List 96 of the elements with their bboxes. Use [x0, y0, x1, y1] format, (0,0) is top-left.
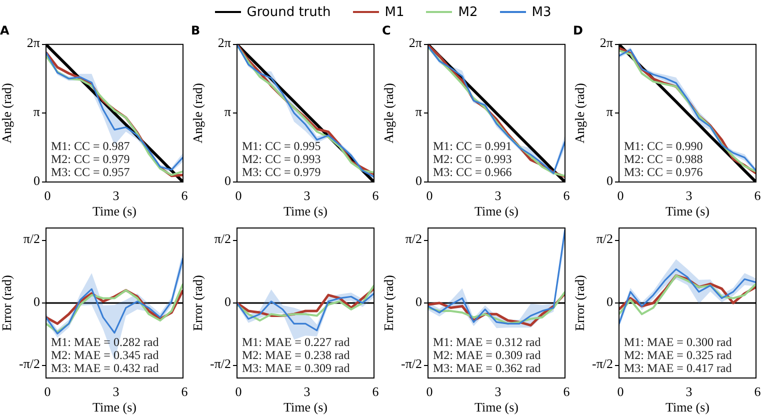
- legend-label: M3: [532, 4, 552, 20]
- x-tick-label: 6: [754, 188, 761, 203]
- y-tick-label: π: [606, 104, 613, 119]
- x-axis-title: Time (s): [666, 204, 710, 219]
- x-axis-title: Time (s): [474, 204, 518, 219]
- annotation: M1: CC = 0.987: [51, 139, 130, 154]
- y-tick-label: 2π: [26, 34, 40, 50]
- annotation: M1: CC = 0.995: [242, 139, 321, 154]
- annotation: M2: MAE = 0.309 rad: [433, 348, 541, 362]
- x-tick-label: 3: [112, 384, 120, 399]
- annotation: M1: MAE = 0.227 rad: [242, 335, 350, 350]
- x-tick-label: 3: [494, 188, 502, 203]
- annotation: M2: CC = 0.988: [624, 152, 703, 166]
- chart-title: A: [0, 23, 10, 38]
- x-axis-title: Time (s): [284, 204, 328, 219]
- x-tick-label: 0: [235, 188, 242, 203]
- x-tick-label: 3: [112, 188, 120, 203]
- x-tick-label: 0: [617, 384, 624, 399]
- x-tick-label: 0: [44, 188, 51, 203]
- y-tick-label: 0: [606, 294, 613, 308]
- x-tick-label: 6: [563, 188, 570, 203]
- annotation: M3: CC = 0.979: [242, 165, 321, 180]
- y-tick-label: -π/2: [592, 356, 613, 371]
- x-tick-label: 6: [181, 188, 188, 203]
- x-tick-label: 0: [426, 188, 433, 203]
- x-tick-label: 3: [686, 384, 692, 399]
- x-tick-label: 0: [617, 188, 624, 203]
- chart-title: C: [382, 23, 391, 38]
- x-tick-label: 6: [181, 384, 188, 399]
- x-tick-label: 6: [372, 384, 379, 399]
- y-tick-label: π: [224, 104, 231, 119]
- annotation: M2: CC = 0.993: [242, 152, 321, 166]
- x-axis-title: Time (s): [474, 400, 518, 415]
- x-tick-label: 3: [304, 188, 310, 203]
- y-axis-title: Angle (rad): [572, 83, 588, 144]
- annotation: M1: CC = 0.991: [433, 139, 512, 154]
- chart-title: D: [573, 23, 583, 38]
- annotation: M2: MAE = 0.325 rad: [624, 348, 732, 362]
- annotation: M1: MAE = 0.282 rad: [51, 335, 159, 350]
- legend-label: M2: [458, 4, 478, 20]
- annotation: M1: MAE = 0.312 rad: [433, 335, 541, 350]
- y-tick-label: 2π: [600, 34, 613, 50]
- annotation: M3: CC = 0.957: [51, 165, 130, 180]
- y-tick-label: π: [33, 104, 40, 119]
- y-tick-label: 0: [416, 294, 422, 308]
- x-tick-label: 3: [304, 384, 310, 399]
- y-tick-label: 2π: [408, 34, 422, 50]
- y-tick-label: π/2: [596, 231, 613, 246]
- annotation: M2: MAE = 0.238 rad: [242, 348, 350, 362]
- y-tick-label: π: [415, 104, 422, 119]
- x-tick-label: 3: [494, 384, 502, 399]
- x-axis-title: Time (s): [666, 400, 710, 415]
- y-tick-label: 0: [34, 172, 40, 188]
- annotation: M3: CC = 0.976: [624, 165, 703, 180]
- y-axis-title: Error (rad): [381, 275, 396, 331]
- y-axis-title: Error (rad): [190, 275, 206, 331]
- y-tick-label: -π/2: [210, 356, 231, 371]
- annotation: M2: MAE = 0.345 rad: [51, 348, 159, 362]
- y-axis-title: Error (rad): [0, 275, 14, 331]
- annotation: M3: MAE = 0.362 rad: [433, 361, 541, 376]
- y-tick-label: -π/2: [400, 356, 422, 371]
- annotation: M1: MAE = 0.300 rad: [624, 335, 732, 350]
- y-axis-title: Angle (rad): [381, 83, 396, 144]
- y-tick-label: π/2: [405, 231, 422, 246]
- y-tick-label: 0: [416, 172, 422, 188]
- y-tick-label: 2π: [218, 34, 231, 50]
- annotation: M3: MAE = 0.432 rad: [51, 361, 159, 376]
- y-tick-label: 0: [606, 172, 613, 188]
- legend-label: M1: [384, 4, 404, 20]
- y-tick-label: 0: [224, 294, 231, 308]
- x-tick-label: 6: [372, 188, 379, 203]
- annotation: M3: MAE = 0.417 rad: [624, 361, 732, 376]
- y-tick-label: π/2: [214, 231, 231, 246]
- x-axis-title: Time (s): [92, 400, 136, 415]
- annotation: M3: CC = 0.966: [433, 165, 512, 180]
- y-axis-title: Error (rad): [572, 275, 588, 331]
- y-tick-label: 0: [224, 172, 231, 188]
- y-tick-label: -π/2: [18, 356, 40, 371]
- x-tick-label: 0: [426, 384, 433, 399]
- x-tick-label: 6: [563, 384, 570, 399]
- x-axis-title: Time (s): [284, 400, 328, 415]
- x-tick-label: 0: [235, 384, 242, 399]
- x-tick-label: 6: [754, 384, 761, 399]
- chart-title: B: [191, 23, 200, 38]
- annotation: M3: MAE = 0.309 rad: [242, 361, 350, 376]
- annotation: M2: CC = 0.979: [51, 152, 130, 166]
- legend-label: Ground truth: [246, 4, 331, 20]
- x-axis-title: Time (s): [92, 204, 136, 219]
- annotation: M1: CC = 0.990: [624, 139, 703, 154]
- annotation: M2: CC = 0.993: [433, 152, 512, 166]
- y-tick-label: 0: [34, 294, 40, 308]
- x-tick-label: 0: [44, 384, 51, 399]
- y-axis-title: Angle (rad): [190, 83, 206, 144]
- y-axis-title: Angle (rad): [0, 83, 14, 144]
- x-tick-label: 3: [686, 188, 692, 203]
- y-tick-label: π/2: [23, 231, 40, 246]
